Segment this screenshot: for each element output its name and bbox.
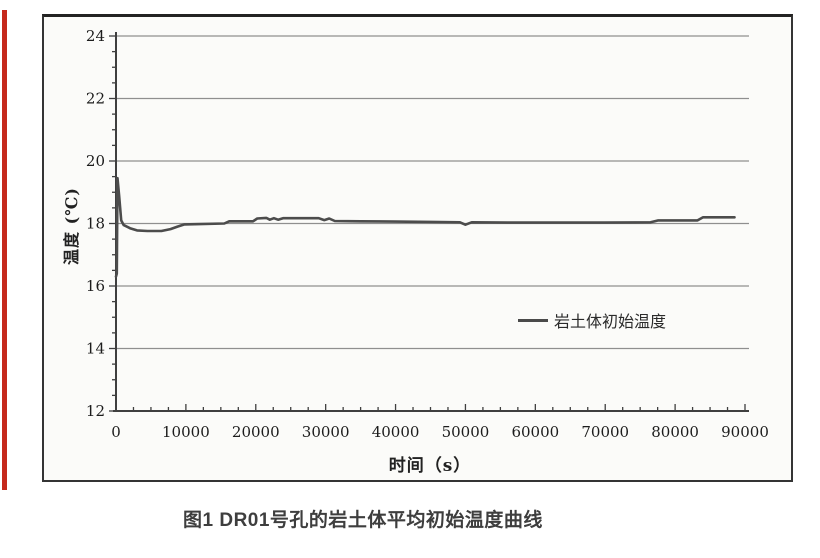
x-tick-label: 80000	[651, 423, 699, 441]
legend-label: 岩土体初始温度	[554, 312, 667, 331]
y-tick-label: 22	[86, 90, 105, 108]
legend-line-sample	[518, 318, 548, 322]
x-tick-label: 40000	[372, 423, 420, 441]
y-axis-title: 温度 (℃)	[62, 187, 81, 265]
x-tick-label: 60000	[511, 423, 559, 441]
y-tick-label: 18	[86, 215, 105, 233]
y-tick-label: 20	[86, 152, 105, 170]
x-tick-label: 70000	[581, 423, 629, 441]
y-tick-label: 14	[86, 340, 105, 358]
x-tick-label: 50000	[442, 423, 490, 441]
x-tick-label: 30000	[302, 423, 350, 441]
temperature-curve	[114, 176, 736, 278]
figure-caption: 图1 DR01号孔的岩土体平均初始温度曲线	[183, 510, 543, 531]
y-tick-label: 16	[86, 277, 105, 295]
y-tick-label: 12	[86, 402, 105, 420]
figure-scan-frame	[42, 14, 793, 482]
x-tick-label: 20000	[232, 423, 280, 441]
y-tick-label: 24	[86, 27, 105, 45]
legend: 岩土体初始温度	[518, 309, 666, 331]
x-tick-label: 0	[111, 423, 121, 441]
x-tick-label: 10000	[162, 423, 210, 441]
x-tick-label: 90000	[721, 423, 769, 441]
left-accent-stripe	[2, 10, 7, 490]
x-axis-title: 时间（s）	[388, 456, 472, 476]
